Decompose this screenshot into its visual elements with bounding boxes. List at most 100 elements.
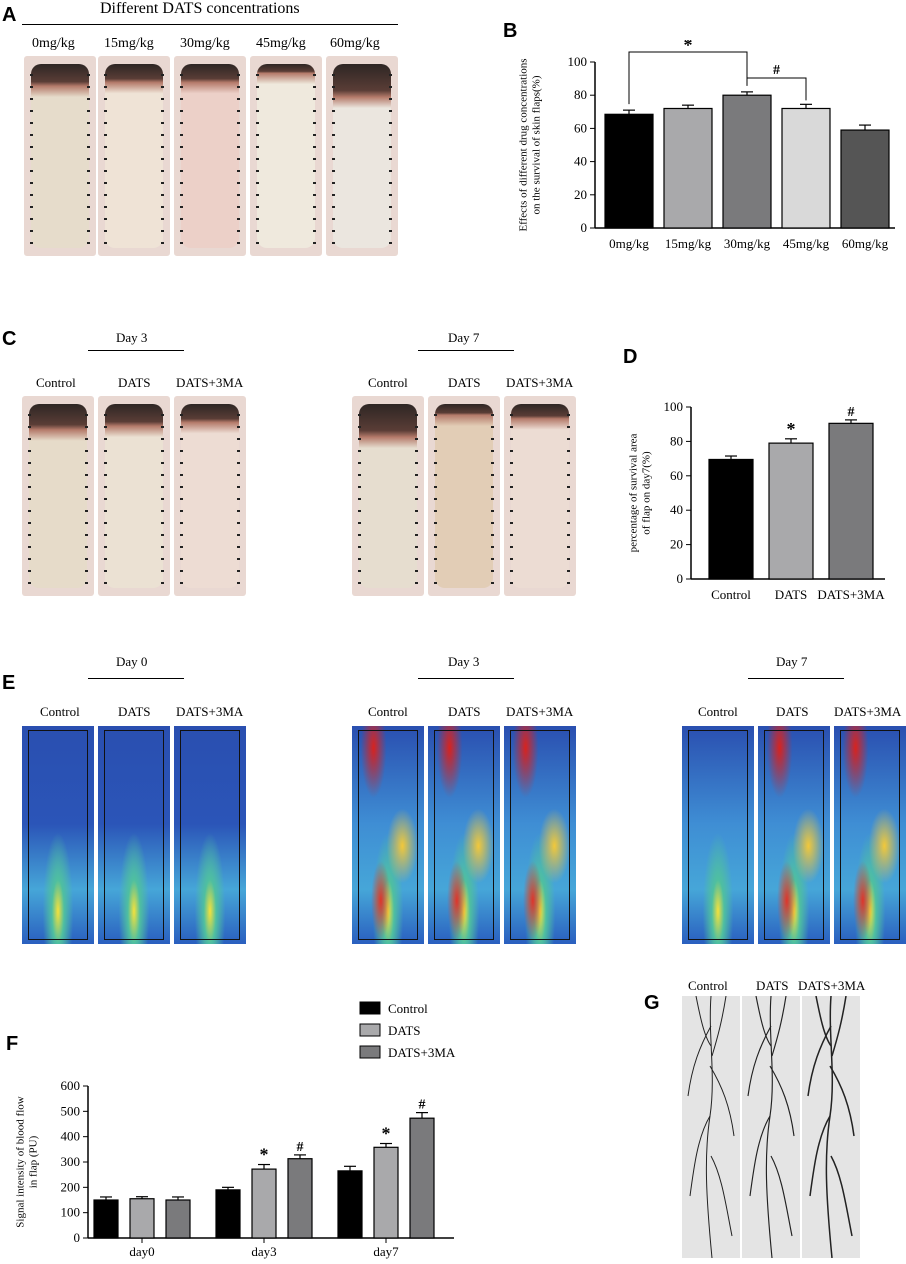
- chart-f-day7-DATS-sig-marker: *: [382, 1124, 391, 1144]
- chart-f-day7-DATS-bar: [373, 1146, 399, 1239]
- panel-a-photo-5: [326, 56, 398, 256]
- chart-f-day3-DATS-bar: [251, 1168, 277, 1239]
- panel-e-day3-rule: [418, 678, 514, 679]
- chart-f-day0-Control-bar: [93, 1199, 119, 1239]
- chart-d-ylabel: percentage of survival areaof flap on da…: [627, 433, 652, 552]
- panel-e-day7: Day 7: [776, 654, 808, 669]
- chart-d-x-tick-label: DATS: [775, 587, 808, 602]
- panel-a-header-rule: [22, 24, 398, 25]
- chart-d-DATS+3MA-bar: [828, 422, 874, 580]
- panel-e-d3-control: Control: [368, 704, 408, 719]
- chart-f-day3-DATS+3MA-bar: [287, 1158, 313, 1239]
- panel-e-laser-4: [352, 726, 424, 944]
- panel-e-d7-dats3ma: DATS+3MA: [834, 704, 902, 719]
- panel-g-dats: DATS: [756, 978, 789, 993]
- chart-b-bracket-hash-label: #: [773, 63, 780, 78]
- chart-d-DATS+3MA-sig-marker: #: [848, 405, 855, 420]
- panel-c-d7-dats3ma: DATS+3MA: [506, 375, 574, 390]
- chart-b-y-tick-label: 60: [574, 120, 587, 135]
- chart-b-x-tick-label: 15mg/kg: [665, 236, 712, 251]
- panel-c-d7-control: Control: [368, 375, 408, 390]
- chart-f-legend-swatch: [359, 1023, 381, 1037]
- panel-g-angiogram-3: [802, 996, 860, 1258]
- panel-e-d7-dats: DATS: [776, 704, 809, 719]
- panel-e-day3: Day 3: [448, 654, 480, 669]
- vessel-network: [687, 996, 735, 1258]
- chart-d-y-tick-label: 60: [670, 468, 683, 483]
- panel-a-photo-1: [24, 56, 96, 256]
- chart-f-y-tick-label: 200: [61, 1179, 81, 1194]
- panel-c-day3: Day 3: [116, 330, 148, 345]
- chart-b-45mg/kg-bar: [781, 107, 831, 229]
- panel-e-laser-6: [504, 726, 576, 944]
- panel-g-angiogram-1: [682, 996, 740, 1258]
- panel-e-day0-rule: [88, 678, 184, 679]
- chart-b-15mg/kg-bar: [663, 107, 713, 229]
- chart-d-Control-bar: [708, 458, 754, 580]
- panel-e-d0-dats: DATS: [118, 704, 151, 719]
- panel-label-f: F: [6, 1033, 19, 1055]
- panel-e-laser-2: [98, 726, 170, 944]
- vessel-network: [807, 996, 855, 1258]
- panel-c-d3-control: Control: [36, 375, 76, 390]
- chart-b-y-tick-label: 0: [581, 220, 588, 235]
- chart-d-y-tick-label: 100: [664, 399, 684, 414]
- chart-f-y-tick-label: 600: [61, 1078, 81, 1093]
- panel-label-a: A: [2, 4, 17, 26]
- panel-c-d7-dats: DATS: [448, 375, 481, 390]
- chart-f-day3-DATS-sig-marker: *: [260, 1145, 269, 1165]
- panel-e-d3-dats3ma: DATS+3MA: [506, 704, 574, 719]
- chart-b-y-tick-label: 20: [574, 187, 587, 202]
- chart-f-y-tick-label: 100: [61, 1205, 81, 1220]
- chart-f-legend-swatch: [359, 1001, 381, 1015]
- chart-f-legend-swatch: [359, 1045, 381, 1059]
- chart-d-y-tick-label: 20: [670, 537, 683, 552]
- chart-f-x-tick-label: day7: [373, 1244, 399, 1259]
- chart-f-day0-DATS+3MA-bar: [165, 1199, 191, 1239]
- chart-f-day7-Control-bar: [337, 1170, 363, 1239]
- chart-f-legend-label: Control: [388, 1001, 428, 1016]
- panel-e-day7-rule: [748, 678, 844, 679]
- chart-d-x-tick-label: Control: [711, 587, 751, 602]
- vessel-network: [747, 996, 795, 1258]
- panel-a-photo-4: [250, 56, 322, 256]
- chart-d-DATS-sig-marker: *: [787, 419, 796, 439]
- panel-g-angiogram-2: [742, 996, 800, 1258]
- panel-e-d0-control: Control: [40, 704, 80, 719]
- panel-e-d7-control: Control: [698, 704, 738, 719]
- chart-f-x-tick-label: day3: [251, 1244, 276, 1259]
- chart-b-ylabel: Effects of different drug concentrations…: [517, 58, 542, 231]
- chart-b-x-tick-label: 30mg/kg: [724, 236, 771, 251]
- chart-d-DATS-bar: [768, 442, 814, 580]
- chart-f-day7-DATS+3MA-sig-marker: #: [419, 1098, 426, 1113]
- panel-a-photo-2: [98, 56, 170, 256]
- panel-b-chart: 0 20 40 60 80 100 Effects of different drug co…: [517, 40, 895, 251]
- chart-f-legend-label: DATS+3MA: [388, 1045, 456, 1060]
- panel-e-laser-9: [834, 726, 906, 944]
- chart-b-30mg/kg-bar: [722, 94, 772, 229]
- panel-label-c: C: [2, 328, 17, 350]
- chart-d-y-tick-label: 0: [677, 571, 684, 586]
- panel-c-photo-2: [98, 396, 170, 596]
- panel-e-d0-dats3ma: DATS+3MA: [176, 704, 244, 719]
- panel-label-e: E: [2, 672, 16, 694]
- chart-f-day3-Control-bar: [215, 1189, 241, 1239]
- chart-f-legend-label: DATS: [388, 1023, 421, 1038]
- chart-b-x-tick-label: 0mg/kg: [609, 236, 649, 251]
- chart-b-x-tick-label: 60mg/kg: [842, 236, 889, 251]
- chart-f-day7-DATS+3MA-bar: [409, 1117, 435, 1239]
- chart-b-y-tick-label: 100: [568, 54, 588, 69]
- chart-f-y-tick-label: 300: [61, 1154, 81, 1169]
- chart-d-x-tick-label: DATS+3MA: [817, 587, 885, 602]
- panel-c-day7-rule: [418, 350, 514, 351]
- chart-b-60mg/kg-bar: [840, 129, 890, 229]
- chart-f-day0-DATS-bar: [129, 1198, 155, 1239]
- panel-e-laser-1: [22, 726, 94, 944]
- panel-c-photo-6: [504, 396, 576, 596]
- panel-c-photo-5: [428, 396, 500, 596]
- panel-c-day7: Day 7: [448, 330, 480, 345]
- chart-b-y-tick-label: 80: [574, 87, 587, 102]
- chart-f-y-tick-label: 0: [74, 1230, 81, 1245]
- chart-b-y-tick-label: 40: [574, 154, 587, 169]
- panel-label-d: D: [623, 346, 638, 368]
